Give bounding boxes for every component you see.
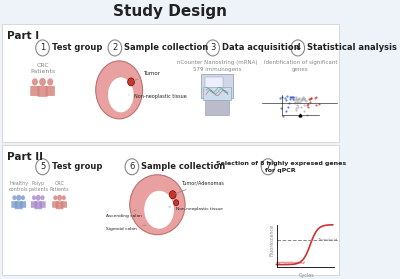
Circle shape xyxy=(40,195,44,200)
Circle shape xyxy=(12,195,16,200)
FancyBboxPatch shape xyxy=(2,24,339,142)
Text: Fluorescence: Fluorescence xyxy=(270,223,275,256)
Text: Non-neoplastic tissue: Non-neoplastic tissue xyxy=(169,207,223,211)
Circle shape xyxy=(128,78,134,86)
Circle shape xyxy=(53,195,57,200)
Text: 1: 1 xyxy=(40,44,45,52)
Text: Part I: Part I xyxy=(7,31,39,41)
FancyBboxPatch shape xyxy=(205,77,222,90)
Circle shape xyxy=(291,40,305,56)
FancyBboxPatch shape xyxy=(56,201,63,209)
Circle shape xyxy=(206,40,220,56)
Text: Statistical analysis: Statistical analysis xyxy=(307,44,397,52)
Ellipse shape xyxy=(130,175,185,235)
Text: 7: 7 xyxy=(265,162,271,171)
Circle shape xyxy=(36,159,49,175)
Circle shape xyxy=(47,78,53,85)
FancyBboxPatch shape xyxy=(205,99,229,115)
FancyBboxPatch shape xyxy=(61,201,67,208)
Text: Identification of significant
genes: Identification of significant genes xyxy=(264,60,337,71)
FancyBboxPatch shape xyxy=(11,201,18,208)
FancyBboxPatch shape xyxy=(46,86,55,96)
Text: Polyp
patients: Polyp patients xyxy=(28,181,48,192)
Text: Data acquisition: Data acquisition xyxy=(222,44,300,52)
Text: Test group: Test group xyxy=(52,44,102,52)
Circle shape xyxy=(16,195,21,201)
Text: CRC
Patients: CRC Patients xyxy=(30,63,55,74)
FancyBboxPatch shape xyxy=(30,86,40,96)
Text: Tumor/Adenomas: Tumor/Adenomas xyxy=(175,181,224,194)
Text: nCounter Nanostring (mRNA)
579 immunogens: nCounter Nanostring (mRNA) 579 immunogen… xyxy=(177,60,257,71)
Circle shape xyxy=(108,40,122,56)
Text: 2: 2 xyxy=(112,44,118,52)
FancyBboxPatch shape xyxy=(203,87,231,100)
FancyBboxPatch shape xyxy=(52,201,58,208)
Text: Sample collection: Sample collection xyxy=(141,162,226,171)
Text: Sigmoid colon: Sigmoid colon xyxy=(106,225,146,231)
FancyBboxPatch shape xyxy=(31,201,37,208)
FancyBboxPatch shape xyxy=(34,201,42,209)
Text: Test group: Test group xyxy=(52,162,102,171)
Text: Threshold: Threshold xyxy=(317,238,337,242)
Ellipse shape xyxy=(108,77,134,112)
FancyBboxPatch shape xyxy=(0,0,340,22)
Text: CRC
Patients: CRC Patients xyxy=(50,181,69,192)
Circle shape xyxy=(174,200,179,206)
FancyBboxPatch shape xyxy=(15,201,22,209)
Text: Selection of 8 highly expresed genes
for qPCR: Selection of 8 highly expresed genes for… xyxy=(216,161,346,173)
Circle shape xyxy=(39,78,46,86)
Text: Tumor: Tumor xyxy=(134,71,160,81)
Text: Ascending colon: Ascending colon xyxy=(106,210,142,218)
Circle shape xyxy=(36,40,49,56)
Text: Cycles: Cycles xyxy=(298,273,314,278)
Text: Study Design: Study Design xyxy=(113,4,227,20)
Circle shape xyxy=(36,195,41,201)
Text: 5: 5 xyxy=(40,162,45,171)
Ellipse shape xyxy=(144,191,174,229)
Circle shape xyxy=(57,195,62,201)
FancyBboxPatch shape xyxy=(201,74,233,98)
Text: Sample collection: Sample collection xyxy=(124,44,208,52)
Text: 6: 6 xyxy=(129,162,134,171)
FancyBboxPatch shape xyxy=(39,201,46,208)
FancyBboxPatch shape xyxy=(20,201,26,208)
Ellipse shape xyxy=(96,61,142,119)
Text: Healthy
controls: Healthy controls xyxy=(9,181,28,192)
Text: 3: 3 xyxy=(210,44,216,52)
FancyBboxPatch shape xyxy=(38,86,48,97)
Circle shape xyxy=(21,195,25,200)
Text: Non-neoplastic tissue: Non-neoplastic tissue xyxy=(129,94,187,99)
Circle shape xyxy=(125,159,139,175)
Circle shape xyxy=(169,191,176,199)
FancyBboxPatch shape xyxy=(2,145,339,275)
Circle shape xyxy=(32,78,38,85)
Circle shape xyxy=(32,195,36,200)
Circle shape xyxy=(62,195,66,200)
Text: Part II: Part II xyxy=(7,152,43,162)
Text: 4: 4 xyxy=(295,44,300,52)
Circle shape xyxy=(261,159,275,175)
